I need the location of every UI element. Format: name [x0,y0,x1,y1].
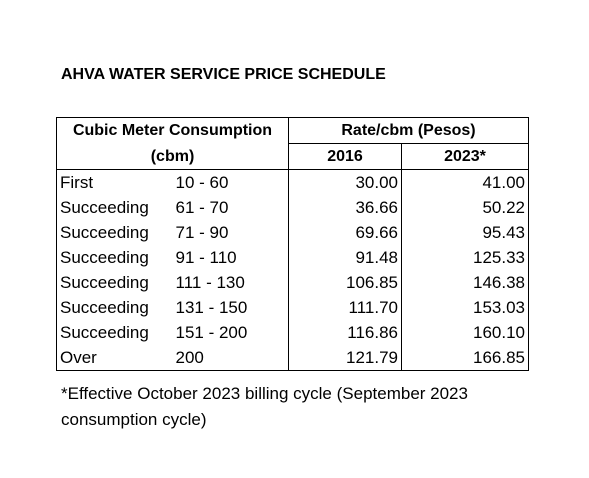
rate-2016-cell: 36.66 [288,195,402,220]
tier-cell: Succeeding [56,220,168,245]
rate-2023-cell: 166.85 [401,345,529,371]
rate-2023-cell: 160.10 [401,320,529,345]
table-row: Succeeding 91 - 110 91.48 125.33 [56,245,529,270]
range-cell: 10 - 60 [167,169,289,195]
year-2023-header: 2023* [401,143,529,170]
rate-2016-cell: 91.48 [288,245,402,270]
tier-cell: Succeeding [56,295,168,320]
tier-cell: Succeeding [56,195,168,220]
rate-2016-cell: 69.66 [288,220,402,245]
tier-cell: Succeeding [56,320,168,345]
rate-2016-cell: 121.79 [288,345,402,371]
range-cell: 111 - 130 [167,270,289,295]
table-row: Succeeding 61 - 70 36.66 50.22 [56,195,529,220]
rate-2023-cell: 153.03 [401,295,529,320]
rate-2023-cell: 95.43 [401,220,529,245]
rate-2023-cell: 50.22 [401,195,529,220]
rate-2016-cell: 106.85 [288,270,402,295]
rate-2023-cell: 125.33 [401,245,529,270]
tier-cell: Succeeding [56,270,168,295]
price-schedule-table: Cubic Meter Consumption Rate/cbm (Pesos)… [56,117,529,371]
header-row-1: Cubic Meter Consumption Rate/cbm (Pesos) [56,117,529,144]
rate-2016-cell: 116.86 [288,320,402,345]
range-cell: 200 [167,345,289,371]
tier-cell: First [56,169,168,195]
tier-cell: Over [56,345,168,371]
range-cell: 91 - 110 [167,245,289,270]
rate-header: Rate/cbm (Pesos) [288,117,529,144]
range-cell: 61 - 70 [167,195,289,220]
rate-2016-cell: 111.70 [288,295,402,320]
rate-2023-cell: 146.38 [401,270,529,295]
table-row: First 10 - 60 30.00 41.00 [56,169,529,195]
rate-2023-cell: 41.00 [401,169,529,195]
range-cell: 131 - 150 [167,295,289,320]
year-2016-header: 2016 [288,143,402,170]
rate-2016-cell: 30.00 [288,169,402,195]
consumption-header-line2: (cbm) [56,143,289,170]
tier-cell: Succeeding [56,245,168,270]
table-row: Over 200 121.79 166.85 [56,345,529,371]
range-cell: 151 - 200 [167,320,289,345]
footnote: *Effective October 2023 billing cycle (S… [61,384,468,429]
page-title: AHVA WATER SERVICE PRICE SCHEDULE [61,66,386,83]
table-row: Succeeding 71 - 90 69.66 95.43 [56,220,529,245]
table-row: Succeeding 131 - 150 111.70 153.03 [56,295,529,320]
table-row: Succeeding 151 - 200 116.86 160.10 [56,320,529,345]
consumption-header-line1: Cubic Meter Consumption [56,117,289,144]
header-row-2: (cbm) 2016 2023* [56,143,529,170]
table-row: Succeeding 111 - 130 106.85 146.38 [56,270,529,295]
range-cell: 71 - 90 [167,220,289,245]
